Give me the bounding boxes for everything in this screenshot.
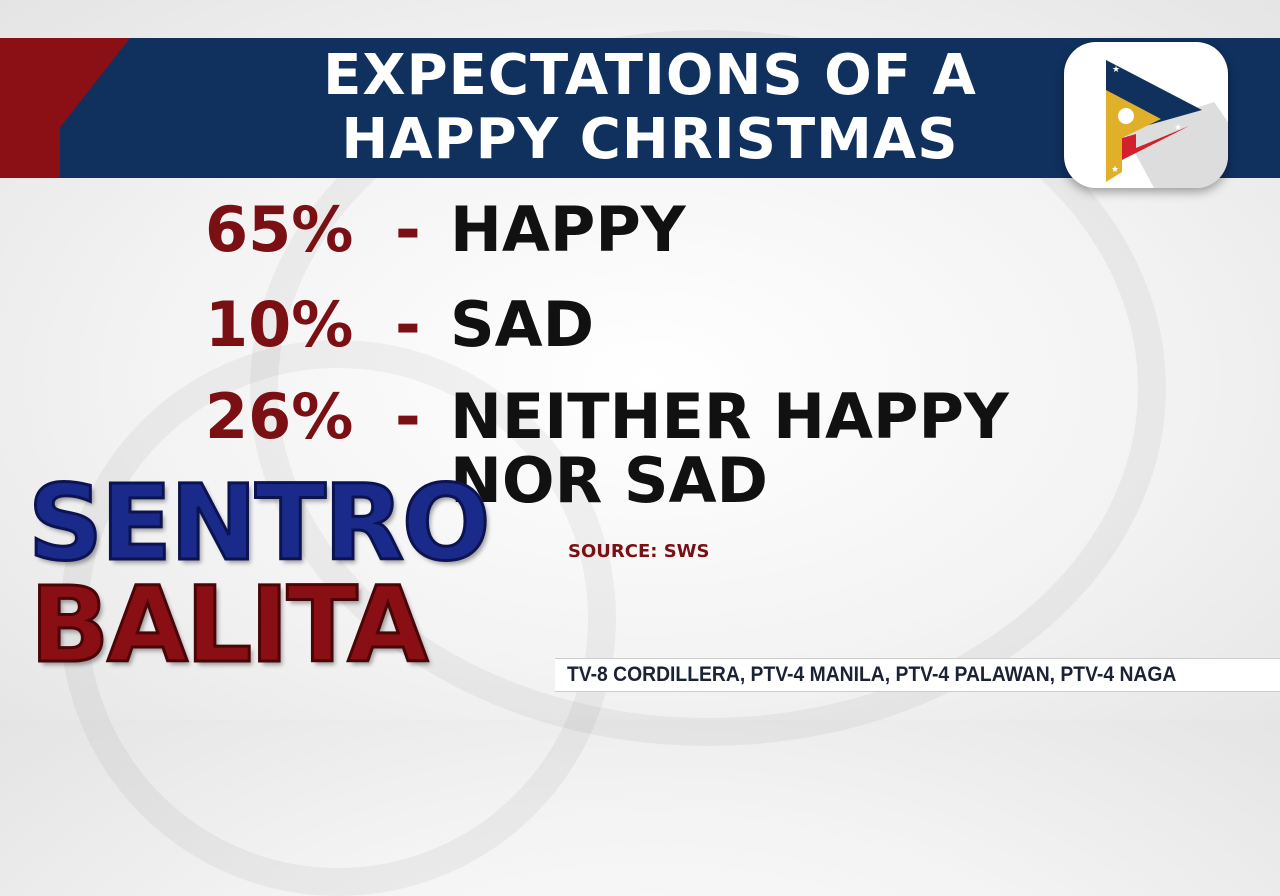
svg-text:★: ★ [1174, 123, 1182, 133]
stat-percent: 65% [205, 193, 354, 266]
ptv-logo-icon: ★ ★ ★ [1106, 60, 1228, 188]
graphic-title: EXPECTATIONS OF A HAPPY CHRISTMAS [230, 44, 1070, 172]
stat-separator: - [395, 380, 421, 453]
title-line-2: HAPPY CHRISTMAS [341, 107, 959, 172]
stat-separator: - [395, 193, 421, 266]
ticker-text: TV-8 CORDILLERA, PTV-4 MANILA, PTV-4 PAL… [567, 663, 1177, 686]
stat-label: SAD [450, 288, 595, 361]
stat-percent: 26% [205, 380, 354, 453]
stat-label-line-2: NOR SAD [450, 444, 769, 517]
svg-text:★: ★ [1112, 65, 1120, 75]
ptv-logo: ★ ★ ★ [1064, 42, 1228, 188]
source-credit: SOURCE: SWS [568, 541, 710, 562]
svg-text:★: ★ [1111, 165, 1119, 175]
stat-percent: 10% [205, 288, 354, 361]
banner-red-accent [0, 38, 131, 178]
show-logo-balita: BALITA [28, 564, 429, 686]
show-logo-sentro: SENTRO [26, 462, 491, 584]
stat-separator: - [395, 288, 421, 361]
stat-label: HAPPY [450, 193, 686, 266]
news-ticker: TV-8 CORDILLERA, PTV-4 MANILA, PTV-4 PAL… [555, 658, 1280, 692]
title-line-1: EXPECTATIONS OF A [323, 43, 977, 108]
stat-label: NEITHER HAPPY [450, 380, 1009, 453]
